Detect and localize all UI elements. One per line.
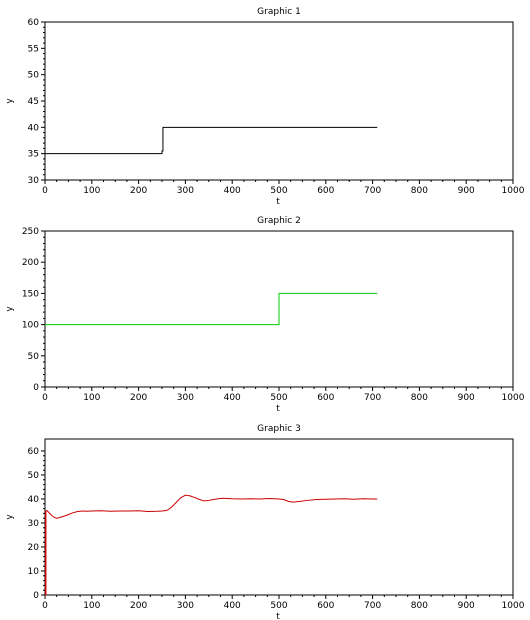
x-tick-label: 300 [177,601,194,611]
x-tick-label: 0 [42,601,48,611]
chart-1: Graphic 1 0 100 200 300 400 500 600 700 800 900 100… [5,7,525,207]
x-tick-label: 100 [83,186,100,196]
x-tick-label: 100 [83,601,100,611]
x-tick-label: 400 [224,186,241,196]
chart-title: Graphic 2 [257,216,301,226]
y-tick-label: 0 [33,383,39,393]
x-tick-label: 0 [42,393,48,403]
x-tick-label: 700 [364,186,381,196]
y-tick-label: 200 [22,258,39,268]
x-tick-label: 500 [270,393,287,403]
x-axis-label: t [276,404,280,414]
x-tick-label: 500 [270,186,287,196]
series-line-1 [44,494,378,596]
y-tick-label: 20 [28,543,40,553]
x-tick-label: 300 [177,393,194,403]
x-tick-label: 300 [177,186,194,196]
y-tick-label: 150 [22,289,39,299]
y-tick-label: 0 [33,591,39,601]
y-tick-label: 250 [22,227,39,237]
y-tick-label: 100 [22,321,39,331]
chart-title: Graphic 3 [257,424,301,434]
x-tick-label: 200 [130,393,147,403]
x-tick-label: 900 [458,186,475,196]
x-tick-label: 100 [83,393,100,403]
chart-2: Graphic 20 100 200 300 400 500 600 700 800 900 100… [5,216,525,414]
x-tick-label: 900 [458,393,475,403]
series-line-1 [45,292,378,326]
x-tick-label: 400 [224,393,241,403]
y-axis-label: y [5,98,15,104]
y-tick-label: 40 [28,123,40,133]
x-tick-label: 900 [458,601,475,611]
y-tick-label: 50 [28,352,40,362]
x-tick-label: 600 [317,186,334,196]
y-tick-label: 60 [28,447,40,457]
y-tick-label: 50 [28,471,40,481]
x-tick-label: 1000 [502,601,525,611]
x-tick-label: 400 [224,601,241,611]
x-tick-label: 500 [270,601,287,611]
plot-frame [44,21,514,181]
series-line-1 [45,126,378,155]
x-tick-label: 600 [317,393,334,403]
y-tick-label: 40 [28,495,40,505]
chart-title: Graphic 1 [257,7,301,17]
x-tick-label: 700 [364,601,381,611]
x-tick-label: 1000 [502,393,525,403]
x-tick-label: 1000 [502,186,525,196]
y-axis-label: y [5,514,15,520]
x-tick-label: 600 [317,601,334,611]
y-tick-label: 30 [28,519,40,529]
x-tick-label: 800 [411,393,428,403]
x-axis-label: t [276,612,280,620]
y-axis-label: y [5,306,15,312]
x-tick-label: 200 [130,186,147,196]
x-tick-label: 800 [411,601,428,611]
plot-frame [44,438,514,596]
y-tick-label: 10 [28,567,40,577]
x-tick-label: 200 [130,601,147,611]
x-axis-label: t [276,197,280,207]
x-tick-label: 800 [411,186,428,196]
y-tick-label: 45 [28,97,39,107]
chart-3: Graphic 30 100 200 300 400 500 600 700 800 900 100… [5,424,525,620]
x-tick-label: 700 [364,393,381,403]
x-tick-label: 0 [42,186,48,196]
y-tick-label: 50 [28,71,40,81]
y-tick-label: 30 [28,176,40,186]
y-tick-label: 60 [28,18,40,28]
y-tick-label: 55 [28,44,39,54]
y-tick-label: 35 [28,150,39,160]
